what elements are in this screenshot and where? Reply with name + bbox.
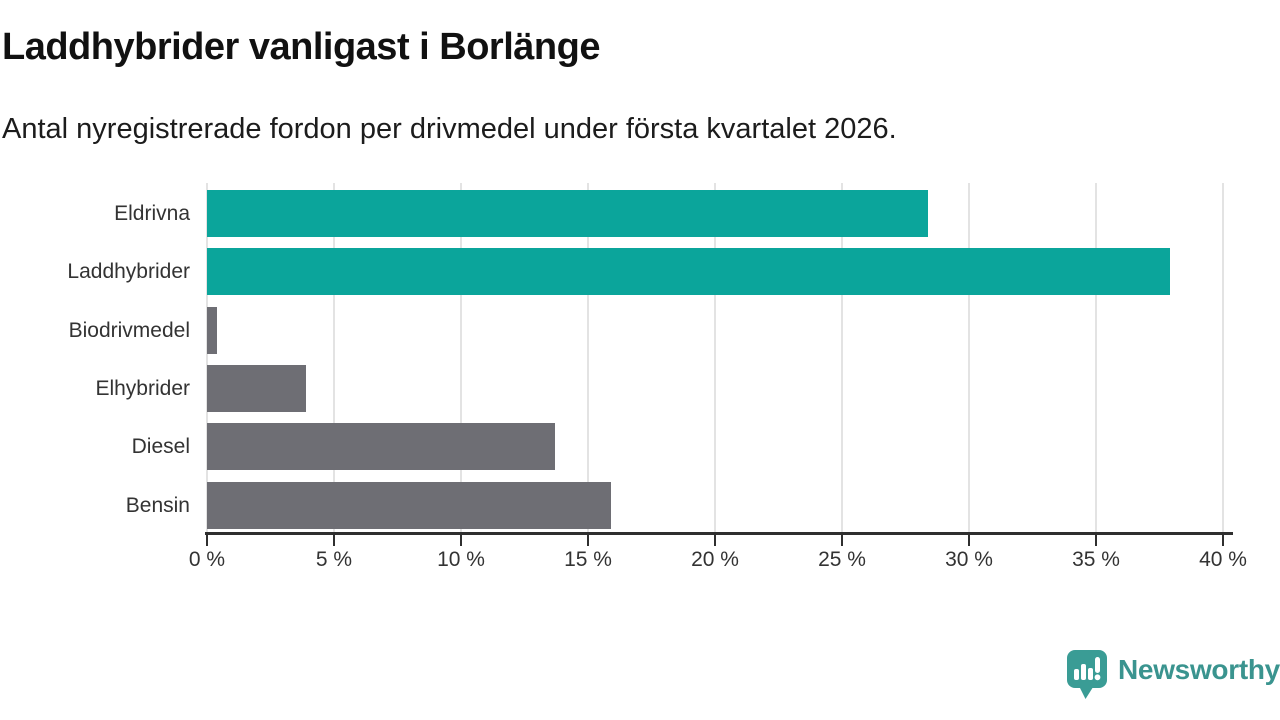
category-label: Diesel xyxy=(131,435,190,459)
bar-elhybrider xyxy=(207,364,307,412)
x-axis-tick xyxy=(206,535,208,546)
x-axis-tick xyxy=(460,535,462,546)
x-axis-tick-label: 40 % xyxy=(1199,548,1247,571)
gridline xyxy=(587,183,589,532)
chart-subtitle: Antal nyregistrerade fordon per drivmede… xyxy=(2,113,897,145)
x-axis-tick-label: 25 % xyxy=(818,548,866,571)
x-axis-tick xyxy=(587,535,589,546)
category-label: Elhybrider xyxy=(95,376,190,400)
gridline xyxy=(1095,183,1097,532)
x-axis-tick-label: 0 % xyxy=(188,548,226,571)
newsworthy-logo-icon xyxy=(1067,650,1107,699)
gridline xyxy=(841,183,843,532)
newsworthy-logo: Newsworthy xyxy=(1066,649,1280,700)
x-axis-tick-label: 5 % xyxy=(315,548,353,571)
x-axis-tick-label: 35 % xyxy=(1072,548,1120,571)
gridline xyxy=(460,183,462,532)
x-axis-tick-label: 20 % xyxy=(691,548,739,571)
x-axis-tick xyxy=(714,535,716,546)
gridline xyxy=(206,183,208,532)
x-axis-tick xyxy=(333,535,335,546)
bar-bensin xyxy=(207,481,611,529)
bar-laddhybrider xyxy=(207,248,1170,296)
bar-eldrivna xyxy=(207,190,929,237)
category-label: Biodrivmedel xyxy=(68,318,190,342)
bar-biodrivmedel xyxy=(207,306,218,354)
gridline xyxy=(333,183,335,532)
gridline xyxy=(714,183,716,532)
category-label: Eldrivna xyxy=(114,202,190,225)
x-axis-tick xyxy=(841,535,843,546)
category-label: Bensin xyxy=(125,493,190,517)
newsworthy-logo-text: Newsworthy xyxy=(1118,654,1280,685)
x-axis-tick-label: 15 % xyxy=(564,548,612,571)
x-axis-tick-label: 10 % xyxy=(437,548,485,571)
x-axis-tick xyxy=(1222,535,1224,546)
category-label: Laddhybrider xyxy=(67,260,190,284)
x-axis-tick xyxy=(968,535,970,546)
gridline xyxy=(1222,183,1224,532)
x-axis-tick-label: 30 % xyxy=(945,548,993,571)
chart-title: Laddhybrider vanligast i Borlänge xyxy=(2,26,600,68)
x-axis-line xyxy=(205,532,1233,535)
bar-diesel xyxy=(207,423,555,471)
x-axis-tick xyxy=(1095,535,1097,546)
gridline xyxy=(968,183,970,532)
